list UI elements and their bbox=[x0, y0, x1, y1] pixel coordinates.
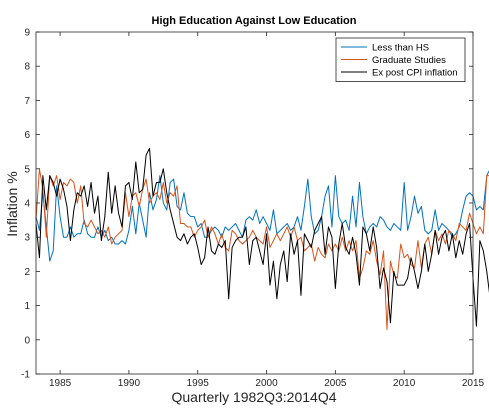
y-tick-label-2: 1 bbox=[24, 301, 30, 312]
chart-title: High Education Against Low Education bbox=[152, 15, 357, 27]
y-tick-label-0: -1 bbox=[21, 370, 30, 381]
y-tick-label-10: 9 bbox=[24, 28, 30, 39]
series-line-1 bbox=[35, 168, 489, 331]
y-tick-label-8: 7 bbox=[24, 96, 30, 107]
series-line-0 bbox=[35, 170, 489, 262]
x-tick-label-6: 2015 bbox=[462, 378, 485, 389]
legend-label-2: Ex post CPI inflation bbox=[372, 67, 458, 78]
x-tick-label-1: 1990 bbox=[118, 378, 141, 389]
y-tick-label-1: 0 bbox=[24, 335, 30, 346]
series-line-2 bbox=[35, 147, 489, 327]
legend-label-1: Graduate Studies bbox=[372, 55, 446, 66]
y-tick-label-7: 6 bbox=[24, 130, 30, 141]
y-tick-label-3: 2 bbox=[24, 267, 30, 278]
y-axis-label: Inflation % bbox=[4, 171, 20, 236]
x-tick-label-2: 1995 bbox=[187, 378, 210, 389]
y-tick-label-4: 3 bbox=[24, 233, 30, 244]
x-tick-label-5: 2010 bbox=[393, 378, 416, 389]
axis-ticks: 1985 1990 1995 2000 2005 2010 2015 -1 0 1 2 3 4 5 6 7 8 9 bbox=[21, 28, 484, 390]
legend-label-0: Less than HS bbox=[372, 42, 429, 53]
y-tick-label-9: 8 bbox=[24, 62, 30, 73]
x-tick-label-3: 2000 bbox=[255, 378, 278, 389]
y-tick-label-6: 5 bbox=[24, 164, 30, 175]
x-axis-label: Quarterly 1982Q3:2014Q4 bbox=[172, 389, 337, 405]
x-tick-label-0: 1985 bbox=[49, 378, 72, 389]
y-tick-label-5: 4 bbox=[24, 199, 30, 210]
x-tick-label-4: 2005 bbox=[324, 378, 347, 389]
plot-area bbox=[35, 147, 489, 331]
